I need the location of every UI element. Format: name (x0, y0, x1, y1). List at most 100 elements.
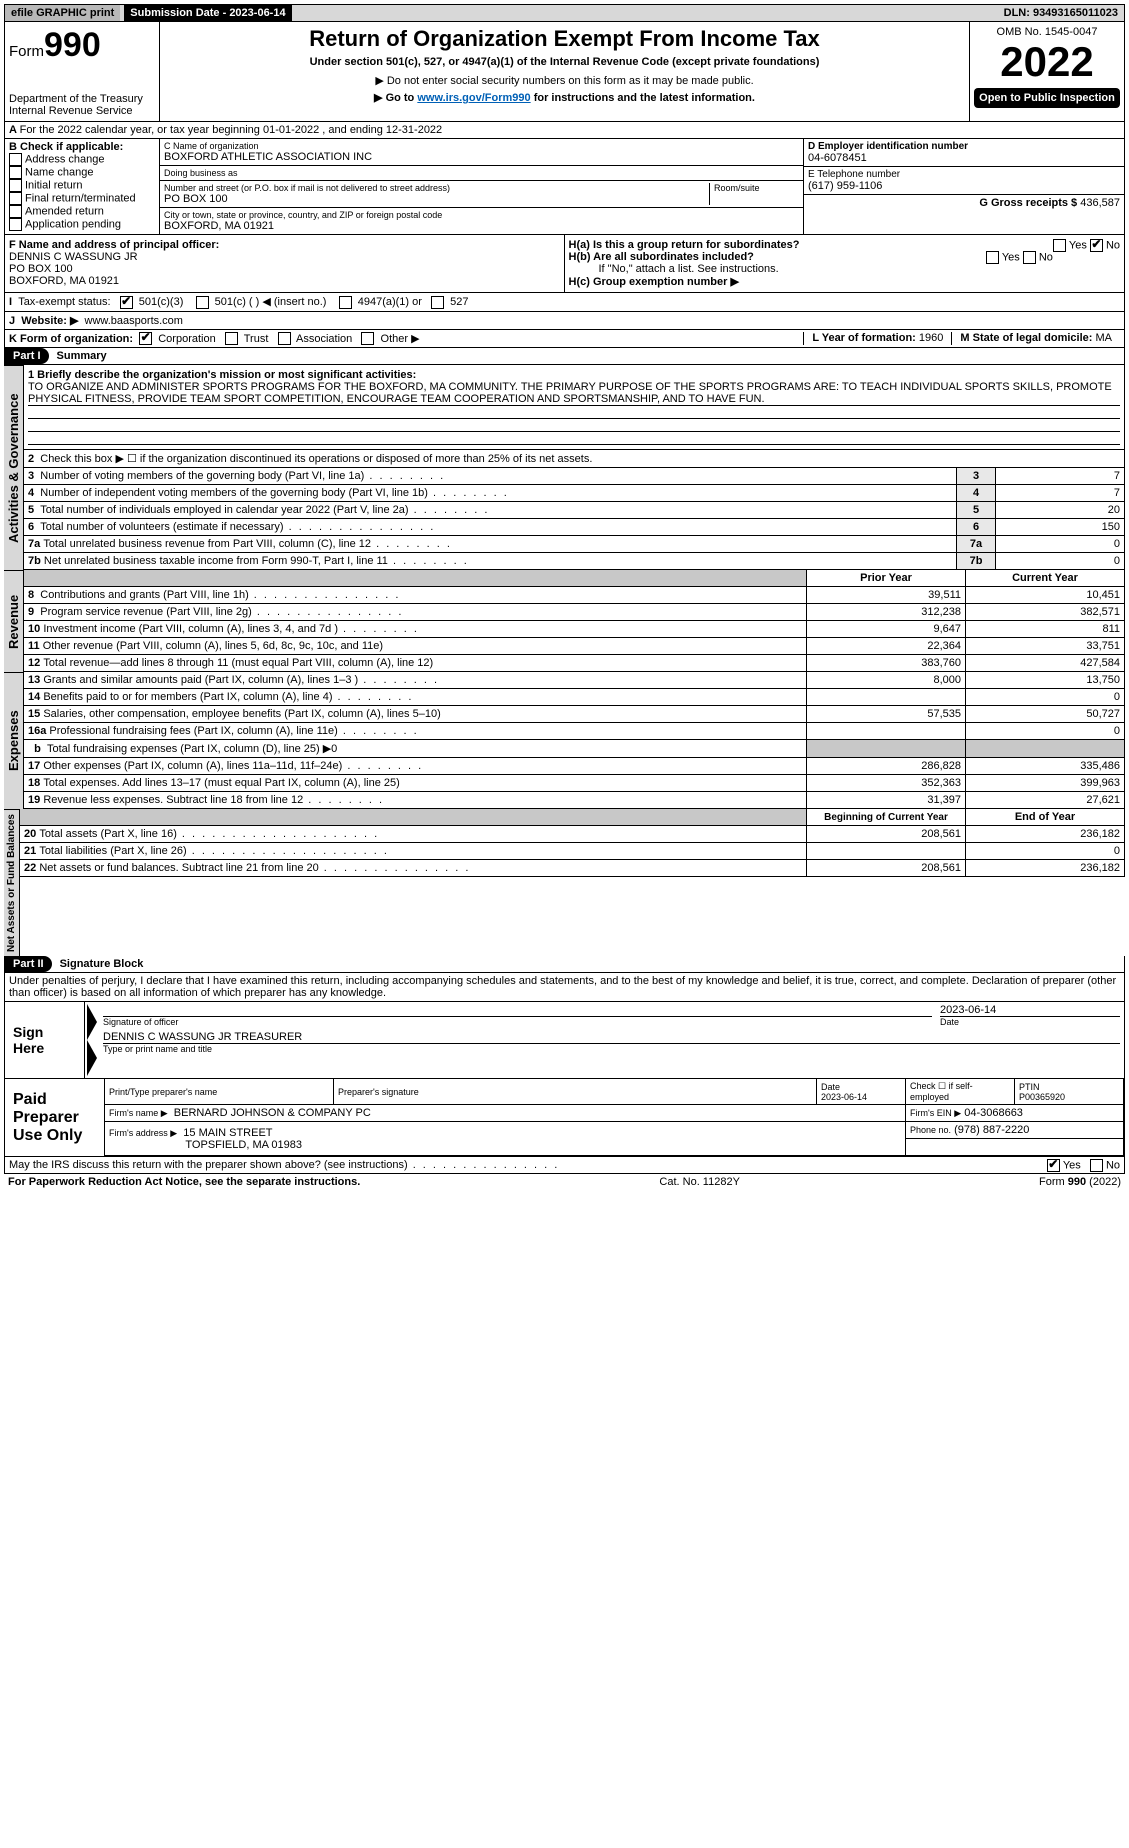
governance-tab: Activities & Governance (4, 365, 24, 570)
ha-row: H(a) Is this a group return for subordin… (569, 239, 1121, 251)
firm-phone: (978) 887-2220 (954, 1124, 1029, 1136)
state-domicile: MA (1096, 332, 1113, 344)
k-other-check[interactable] (361, 332, 374, 345)
officer-addr1: PO BOX 100 (9, 263, 560, 275)
e-label: E Telephone number (808, 169, 1120, 180)
net-assets-table: Beginning of Current YearEnd of Year 20 … (20, 809, 1125, 877)
page-footer: For Paperwork Reduction Act Notice, see … (4, 1174, 1125, 1190)
part1-bar: Part I (5, 348, 49, 364)
tax-year: 2022 (974, 38, 1120, 86)
preparer-label: Paid Preparer Use Only (5, 1079, 105, 1156)
subtitle-3: ▶ Go to www.irs.gov/Form990 for instruct… (164, 91, 965, 104)
date-label: Date (940, 1017, 1120, 1027)
subtitle-1: Under section 501(c), 527, or 4947(a)(1)… (164, 56, 965, 68)
net-assets-section: Net Assets or Fund Balances Beginning of… (4, 809, 1125, 956)
section-klm: K Form of organization: Corporation Trus… (4, 330, 1125, 349)
officer-name: DENNIS C WASSUNG JR (9, 251, 560, 263)
b-opt-final[interactable]: Final return/terminated (9, 192, 155, 205)
subtitle-2: ▶ Do not enter social security numbers o… (164, 74, 965, 87)
officer-addr2: BOXFORD, MA 01921 (9, 275, 560, 287)
c-name-label: C Name of organization (164, 141, 799, 151)
section-bcdeg: B Check if applicable: Address change Na… (4, 139, 1125, 235)
governance-table: 2 Check this box ▶ ☐ if the organization… (24, 450, 1125, 570)
form-title: Return of Organization Exempt From Incom… (164, 26, 965, 52)
mission-label: 1 Briefly describe the organization's mi… (28, 369, 1120, 381)
form-number: Form990 (9, 26, 155, 65)
org-name: BOXFORD ATHLETIC ASSOCIATION INC (164, 151, 799, 163)
signer-name: DENNIS C WASSUNG JR TREASURER (103, 1031, 1120, 1044)
firm-addr2: TOPSFIELD, MA 01983 (185, 1139, 302, 1151)
part2-title: Signature Block (52, 956, 152, 972)
i-501c-check[interactable] (196, 296, 209, 309)
discuss-no-check[interactable] (1090, 1159, 1103, 1172)
submission-date-button[interactable]: Submission Date - 2023-06-14 (124, 5, 291, 21)
hb-row: H(b) Are all subordinates included? Yes … (569, 251, 1121, 263)
b-opt-name[interactable]: Name change (9, 166, 155, 179)
dln-label: DLN: 93493165011023 (998, 5, 1124, 21)
discuss-row: May the IRS discuss this return with the… (4, 1157, 1125, 1174)
gross-receipts: 436,587 (1080, 197, 1120, 209)
b-opt-initial[interactable]: Initial return (9, 179, 155, 192)
section-c: C Name of organization BOXFORD ATHLETIC … (160, 139, 804, 234)
footer-left: For Paperwork Reduction Act Notice, see … (8, 1176, 360, 1188)
net-assets-tab: Net Assets or Fund Balances (4, 809, 20, 956)
preparer-table: Print/Type preparer's name Preparer's si… (105, 1079, 1124, 1156)
section-i: I Tax-exempt status: 501(c)(3) 501(c) ( … (4, 293, 1125, 312)
city-label: City or town, state or province, country… (164, 210, 799, 220)
sign-here-label: Sign Here (5, 1002, 85, 1078)
part1-title: Summary (49, 348, 115, 364)
print-name-label: Type or print name and title (103, 1044, 1120, 1054)
penalty-statement: Under penalties of perjury, I declare th… (4, 973, 1125, 1002)
footer-center: Cat. No. 11282Y (659, 1176, 740, 1188)
section-b: B Check if applicable: Address change Na… (5, 139, 160, 234)
mission-text: TO ORGANIZE AND ADMINISTER SPORTS PROGRA… (28, 381, 1120, 406)
sign-date: 2023-06-14 (940, 1004, 1120, 1017)
section-j: J Website: ▶ www.baasports.com (4, 312, 1125, 330)
revenue-section: Revenue Prior YearCurrent Year 8 Contrib… (4, 570, 1125, 672)
website-value: www.baasports.com (85, 315, 183, 327)
line2-text: Check this box ▶ ☐ if the organization d… (40, 453, 592, 465)
dba-label: Doing business as (164, 168, 799, 178)
hb2-row: If "No," attach a list. See instructions… (569, 263, 1121, 275)
irs-label: Internal Revenue Service (9, 105, 155, 117)
phone-value: (617) 959-1106 (808, 180, 1120, 192)
expenses-table: 13 Grants and similar amounts paid (Part… (24, 672, 1125, 809)
firm-name: BERNARD JOHNSON & COMPANY PC (174, 1107, 371, 1119)
i-527-check[interactable] (431, 296, 444, 309)
expenses-tab: Expenses (4, 672, 24, 809)
preparer-block: Paid Preparer Use Only Print/Type prepar… (4, 1079, 1125, 1157)
section-a: A For the 2022 calendar year, or tax yea… (4, 122, 1125, 139)
omb-label: OMB No. 1545-0047 (974, 26, 1120, 38)
street-address: PO BOX 100 (164, 193, 709, 205)
revenue-tab: Revenue (4, 570, 24, 672)
dept-label: Department of the Treasury (9, 93, 155, 105)
arrow-icon (87, 1004, 97, 1040)
addr-label: Number and street (or P.O. box if mail i… (164, 183, 709, 193)
i-501c3-check[interactable] (120, 296, 133, 309)
section-deg: D Employer identification number 04-6078… (804, 139, 1124, 234)
part2-header: Part II Signature Block (4, 956, 1125, 973)
governance-section: Activities & Governance 1 Briefly descri… (4, 365, 1125, 570)
discuss-yes-check[interactable] (1047, 1159, 1060, 1172)
form-header: Form990 Department of the Treasury Inter… (4, 22, 1125, 122)
open-inspection-badge: Open to Public Inspection (974, 88, 1120, 108)
city-value: BOXFORD, MA 01921 (164, 220, 799, 232)
efile-label: efile GRAPHIC print (5, 5, 120, 21)
hc-row: H(c) Group exemption number ▶ (569, 275, 1121, 288)
part1-header: Part I Summary (4, 348, 1125, 365)
top-bar: efile GRAPHIC print Submission Date - 20… (4, 4, 1125, 22)
b-opt-pending[interactable]: Application pending (9, 218, 155, 231)
part2-bar: Part II (5, 956, 52, 972)
b-opt-address[interactable]: Address change (9, 153, 155, 166)
sig-officer-label: Signature of officer (103, 1017, 932, 1027)
arrow-icon (87, 1040, 97, 1076)
k-assoc-check[interactable] (278, 332, 291, 345)
k-corp-check[interactable] (139, 332, 152, 345)
b-opt-amended[interactable]: Amended return (9, 205, 155, 218)
section-fh: F Name and address of principal officer:… (4, 235, 1125, 293)
irs-link[interactable]: www.irs.gov/Form990 (417, 92, 530, 104)
k-trust-check[interactable] (225, 332, 238, 345)
i-4947-check[interactable] (339, 296, 352, 309)
year-formation: 1960 (919, 332, 943, 344)
room-label: Room/suite (709, 183, 799, 205)
